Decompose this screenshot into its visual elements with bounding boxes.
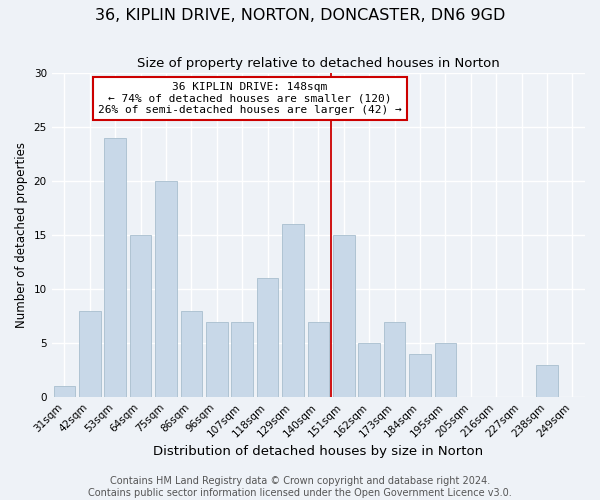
Bar bbox=[358, 343, 380, 397]
Bar bbox=[434, 343, 456, 397]
Title: Size of property relative to detached houses in Norton: Size of property relative to detached ho… bbox=[137, 58, 500, 70]
Bar bbox=[232, 322, 253, 397]
Bar bbox=[333, 235, 355, 397]
Bar bbox=[409, 354, 431, 397]
Bar bbox=[206, 322, 227, 397]
Bar bbox=[308, 322, 329, 397]
Bar bbox=[282, 224, 304, 397]
Text: 36, KIPLIN DRIVE, NORTON, DONCASTER, DN6 9GD: 36, KIPLIN DRIVE, NORTON, DONCASTER, DN6… bbox=[95, 8, 505, 22]
X-axis label: Distribution of detached houses by size in Norton: Distribution of detached houses by size … bbox=[153, 444, 484, 458]
Bar bbox=[53, 386, 75, 397]
Bar bbox=[384, 322, 406, 397]
Y-axis label: Number of detached properties: Number of detached properties bbox=[15, 142, 28, 328]
Bar bbox=[104, 138, 126, 397]
Bar bbox=[155, 181, 177, 397]
Bar bbox=[257, 278, 278, 397]
Text: Contains HM Land Registry data © Crown copyright and database right 2024.
Contai: Contains HM Land Registry data © Crown c… bbox=[88, 476, 512, 498]
Bar bbox=[536, 365, 557, 397]
Text: 36 KIPLIN DRIVE: 148sqm
← 74% of detached houses are smaller (120)
26% of semi-d: 36 KIPLIN DRIVE: 148sqm ← 74% of detache… bbox=[98, 82, 401, 115]
Bar bbox=[181, 311, 202, 397]
Bar bbox=[79, 311, 101, 397]
Bar bbox=[130, 235, 151, 397]
